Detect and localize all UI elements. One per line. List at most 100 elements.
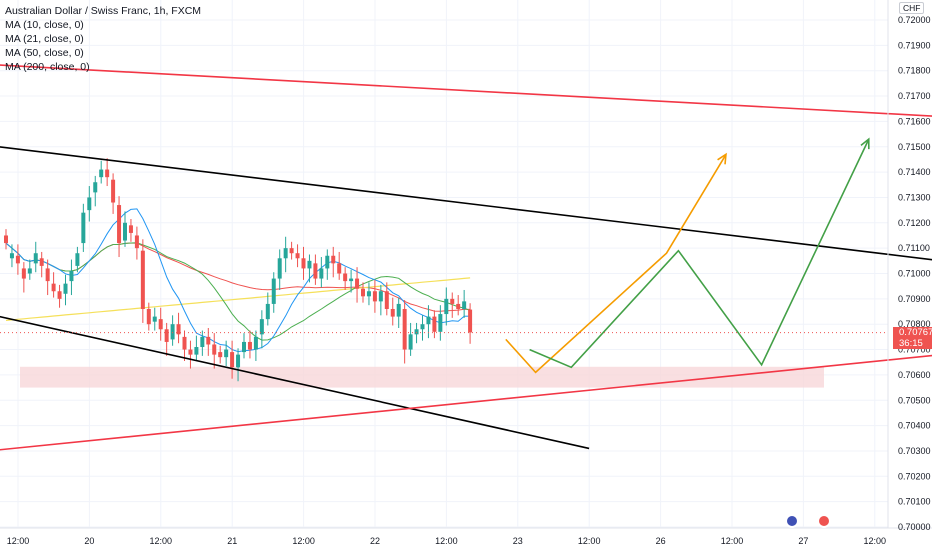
projection-arrowhead <box>717 152 727 165</box>
x-tick-label: 12:00 <box>578 536 601 546</box>
candle-body <box>402 308 407 350</box>
candle-body <box>105 169 110 178</box>
legend-ma21[interactable]: MA (21, close, 0) <box>5 33 84 45</box>
legend-ma200[interactable]: MA (200, close, 0) <box>5 61 90 73</box>
candle-body <box>99 169 104 178</box>
events-icon[interactable] <box>785 514 799 528</box>
countdown: 36:15 <box>899 337 923 349</box>
candle-body <box>259 319 264 335</box>
candle-body <box>51 283 56 292</box>
candle-body <box>253 336 258 350</box>
candle-body <box>111 179 116 203</box>
candle-body <box>408 334 413 350</box>
candle-body <box>277 258 282 279</box>
candle-body <box>134 235 139 249</box>
candle-body <box>188 349 193 355</box>
trendline-channel-lower <box>0 315 590 450</box>
y-tick-label: 0.70000 <box>898 522 931 532</box>
projection-arrowhead <box>860 137 870 150</box>
candle-body <box>325 255 330 269</box>
y-tick-label: 0.70200 <box>898 471 931 481</box>
currency-tag[interactable]: CHF <box>899 2 925 14</box>
candle-body <box>372 291 377 302</box>
candle-body <box>432 316 437 332</box>
ma200-line <box>5 277 471 321</box>
candle-body <box>236 354 241 368</box>
candle-body <box>158 319 163 330</box>
x-tick-label: 20 <box>84 536 94 546</box>
candle-body <box>247 341 252 350</box>
candle-body <box>63 283 68 294</box>
projection-green-path <box>529 138 870 369</box>
candle-body <box>313 263 318 279</box>
candle-body <box>4 235 8 244</box>
candle-body <box>93 182 98 193</box>
candle-body <box>355 278 360 289</box>
candle-body <box>361 288 365 297</box>
x-tick-label: 22 <box>370 536 380 546</box>
x-tick-label: 12:00 <box>7 536 30 546</box>
projection-paths[interactable] <box>505 137 870 374</box>
legend-ma10[interactable]: MA (10, close, 0) <box>5 19 84 31</box>
projection-orange-path <box>505 153 727 374</box>
alert-icon[interactable] <box>817 514 831 528</box>
candle-body <box>301 258 306 269</box>
candle-body <box>224 349 229 358</box>
y-tick-label: 0.70800 <box>898 319 931 329</box>
candle-body <box>194 347 199 355</box>
candle-body <box>349 278 354 282</box>
candle-body <box>57 291 62 299</box>
candle-body <box>378 291 383 302</box>
candle-body <box>170 324 175 340</box>
candle-body <box>331 255 336 264</box>
candle-body <box>146 308 151 325</box>
y-tick-label: 0.71900 <box>898 40 931 50</box>
trendline-channel-upper <box>0 146 932 261</box>
legend-ma50[interactable]: MA (50, close, 0) <box>5 47 84 59</box>
candle-body <box>295 253 300 259</box>
last-price-value: 0.70767 <box>899 326 932 338</box>
y-tick-label: 0.71600 <box>898 116 931 126</box>
candle-body <box>75 253 80 266</box>
y-tick-label: 0.70900 <box>898 294 931 304</box>
candle-body <box>438 314 443 332</box>
candle-body <box>81 212 86 244</box>
candle-body <box>164 329 169 342</box>
candle-body <box>182 336 187 350</box>
candle-body <box>307 260 312 269</box>
y-tick-label: 0.72000 <box>898 15 931 25</box>
candle-body <box>123 222 127 241</box>
support-zone-rect <box>20 366 824 388</box>
last-price-label: 0.70767 36:15 <box>893 326 932 349</box>
y-tick-label: 0.70400 <box>898 421 931 431</box>
y-tick-label: 0.71800 <box>898 66 931 76</box>
x-tick-label: 27 <box>798 536 808 546</box>
candle-body <box>140 250 145 309</box>
y-tick-label: 0.71700 <box>898 91 931 101</box>
y-tick-label: 0.70300 <box>898 446 931 456</box>
y-tick-label: 0.71200 <box>898 218 931 228</box>
candle-body <box>265 303 270 320</box>
candle-body <box>69 270 74 282</box>
candle-body <box>283 248 288 259</box>
y-tick-label: 0.70100 <box>898 497 931 507</box>
candle-body <box>462 301 467 309</box>
candle-body <box>390 308 395 317</box>
moving-averages <box>5 208 471 353</box>
candle-body <box>337 263 342 274</box>
candle-body <box>21 268 26 279</box>
y-tick-label: 0.70600 <box>898 370 931 380</box>
candle-body <box>384 291 389 309</box>
candle-body <box>468 309 473 333</box>
trendlines[interactable] <box>0 64 932 451</box>
y-tick-label: 0.71100 <box>898 243 930 253</box>
candle-body <box>117 205 122 244</box>
candle-body <box>9 253 14 259</box>
candle-body <box>319 268 324 279</box>
candle-body <box>218 352 223 358</box>
candle-body <box>426 316 431 325</box>
x-tick-label: 12:00 <box>721 536 744 546</box>
candle-body <box>271 278 276 304</box>
